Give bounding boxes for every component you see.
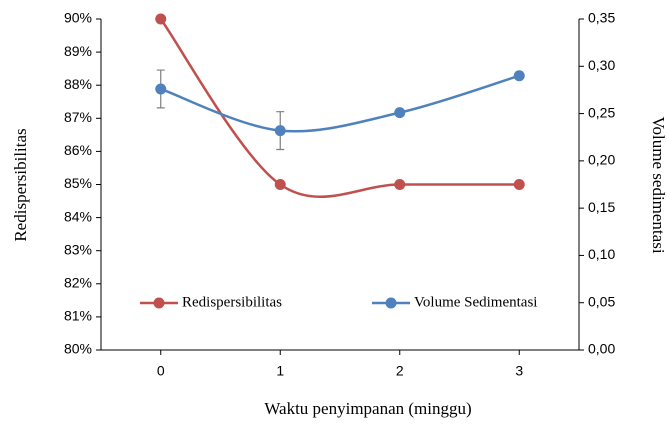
x-tick-label: 1 [276, 363, 284, 379]
y-tick-label: 90% [64, 10, 92, 26]
x-tick-label: 2 [396, 363, 404, 379]
series-line [160, 74, 520, 133]
y-axis-title: Redispersibilitas [11, 128, 30, 241]
y2-tick-label: 0,15 [588, 199, 615, 215]
marker [394, 179, 406, 190]
marker [513, 70, 525, 82]
y2-tick-label: 0,30 [588, 57, 615, 73]
y-tick-label: 85% [64, 175, 92, 191]
y2-axis-title: Volume sedimentasi [649, 116, 667, 253]
y-tick-label: 88% [64, 76, 92, 92]
legend-marker [153, 297, 165, 309]
marker [155, 83, 167, 95]
series-line [159, 18, 520, 199]
y-tick-label: 81% [64, 308, 92, 324]
marker [274, 179, 286, 190]
legend-marker [385, 297, 397, 309]
marker [394, 107, 406, 119]
y2-tick-label: 0,00 [588, 341, 615, 357]
legend-label: Redispersibilitas [182, 294, 282, 310]
marker [513, 179, 525, 190]
x-tick-label: 3 [515, 363, 523, 379]
y-tick-label: 84% [64, 208, 92, 224]
marker [155, 13, 167, 25]
y2-tick-label: 0,35 [588, 10, 615, 26]
y2-tick-label: 0,10 [588, 246, 615, 262]
marker [274, 125, 286, 137]
y-tick-label: 89% [64, 43, 92, 59]
y-tick-label: 87% [64, 109, 92, 125]
y2-tick-label: 0,25 [588, 104, 615, 120]
y-tick-label: 86% [64, 142, 92, 158]
y2-tick-label: 0,20 [588, 152, 615, 168]
legend-label: Volume Sedimentasi [414, 294, 537, 310]
y-tick-label: 82% [64, 275, 92, 291]
y2-tick-label: 0,05 [588, 293, 615, 309]
x-axis-title: Waktu penyimpanan (minggu) [264, 399, 471, 418]
y-tick-label: 83% [64, 241, 92, 257]
y-tick-label: 80% [64, 341, 92, 357]
x-tick-label: 0 [157, 363, 165, 379]
